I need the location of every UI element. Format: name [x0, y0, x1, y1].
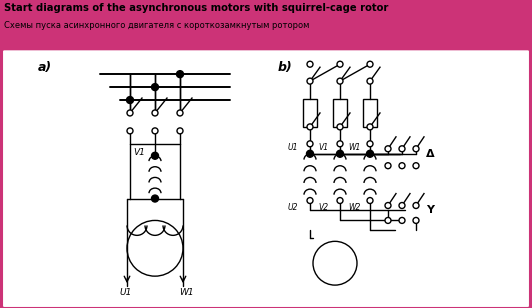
Text: U1: U1: [119, 288, 131, 297]
Bar: [363, 99, 377, 127]
Circle shape: [307, 141, 313, 147]
Circle shape: [307, 61, 313, 67]
Text: W1: W1: [348, 143, 360, 152]
Text: U1: U1: [288, 143, 298, 152]
Circle shape: [413, 146, 419, 152]
Circle shape: [177, 110, 183, 116]
Circle shape: [127, 96, 134, 103]
Circle shape: [152, 152, 159, 159]
Circle shape: [413, 217, 419, 223]
Circle shape: [399, 217, 405, 223]
Text: U2: U2: [288, 203, 298, 212]
Circle shape: [385, 217, 391, 223]
Text: a): a): [38, 61, 52, 74]
Circle shape: [306, 150, 313, 157]
Circle shape: [337, 150, 344, 157]
FancyBboxPatch shape: [2, 49, 530, 308]
Circle shape: [152, 195, 159, 202]
Circle shape: [307, 78, 313, 84]
Circle shape: [127, 128, 133, 134]
Circle shape: [367, 197, 373, 204]
Text: V2: V2: [318, 203, 328, 212]
Circle shape: [399, 203, 405, 209]
Circle shape: [399, 146, 405, 152]
Bar: [333, 99, 347, 127]
Circle shape: [337, 61, 343, 67]
Circle shape: [337, 197, 343, 204]
Circle shape: [399, 163, 405, 169]
Circle shape: [337, 141, 343, 147]
Bar: [303, 99, 317, 127]
Circle shape: [152, 128, 158, 134]
Circle shape: [177, 71, 184, 78]
Circle shape: [385, 163, 391, 169]
Text: Δ: Δ: [426, 149, 435, 159]
Text: Start diagrams of the asynchronous motors with squirrel-cage rotor: Start diagrams of the asynchronous motor…: [4, 3, 388, 13]
Circle shape: [367, 61, 373, 67]
Circle shape: [152, 83, 159, 91]
Text: W1: W1: [179, 288, 194, 297]
Circle shape: [337, 124, 343, 130]
Circle shape: [413, 203, 419, 209]
Circle shape: [307, 197, 313, 204]
Circle shape: [367, 141, 373, 147]
Circle shape: [385, 146, 391, 152]
Circle shape: [367, 150, 373, 157]
Circle shape: [127, 110, 133, 116]
Text: V1: V1: [318, 143, 328, 152]
Text: b): b): [278, 61, 293, 74]
Circle shape: [307, 124, 313, 130]
Text: Y: Y: [426, 205, 434, 216]
Circle shape: [413, 163, 419, 169]
Text: V1: V1: [133, 148, 145, 157]
Circle shape: [177, 128, 183, 134]
Circle shape: [337, 78, 343, 84]
Text: W2: W2: [348, 203, 360, 212]
Circle shape: [152, 110, 158, 116]
Circle shape: [367, 124, 373, 130]
Text: Схемы пуска асинхронного двигателя с короткозамкнутым ротором: Схемы пуска асинхронного двигателя с кор…: [4, 21, 310, 30]
Circle shape: [367, 78, 373, 84]
Circle shape: [385, 203, 391, 209]
